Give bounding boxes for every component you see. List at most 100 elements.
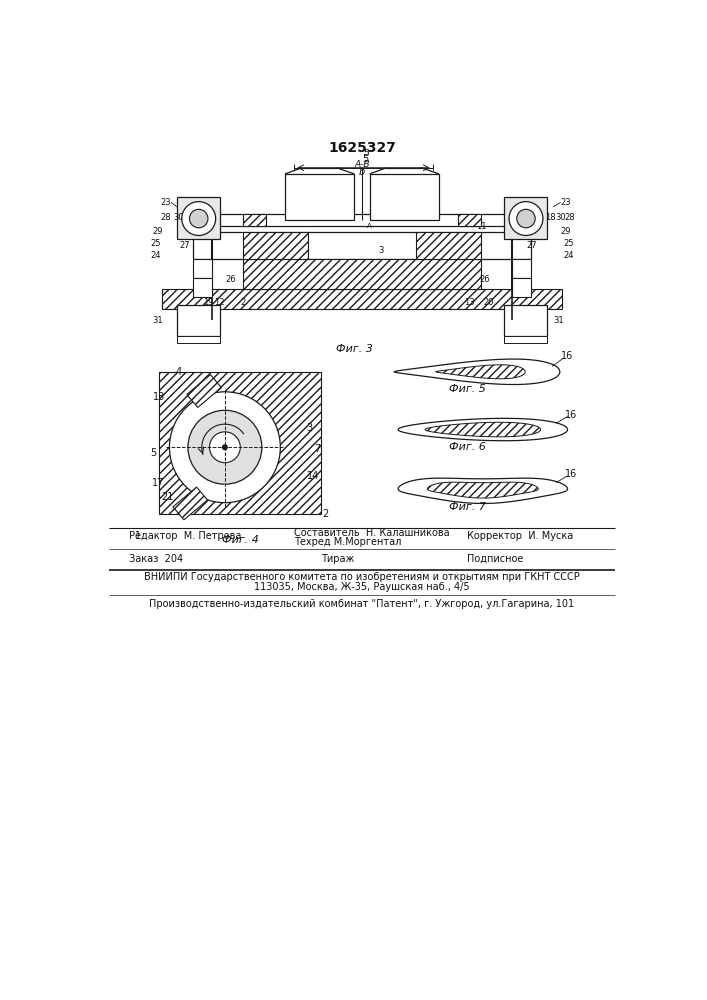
Text: 2: 2 — [322, 509, 328, 519]
Text: 28: 28 — [565, 213, 575, 222]
Bar — [185, 214, 539, 226]
Text: A: A — [367, 223, 372, 229]
Circle shape — [509, 202, 543, 235]
Text: 31: 31 — [553, 316, 563, 325]
Text: 6: 6 — [428, 246, 434, 255]
Bar — [192, 259, 212, 278]
Text: 29: 29 — [153, 227, 163, 236]
Circle shape — [517, 209, 535, 228]
Polygon shape — [173, 487, 207, 520]
Bar — [192, 232, 532, 259]
Text: 17: 17 — [152, 478, 164, 488]
Text: Тираж: Тираж — [321, 554, 354, 564]
Text: Фиг. 3: Фиг. 3 — [336, 344, 373, 354]
Bar — [243, 232, 308, 259]
Text: 21: 21 — [161, 492, 173, 502]
Text: 26: 26 — [480, 275, 491, 284]
Text: 4: 4 — [175, 367, 182, 377]
Bar — [512, 259, 532, 278]
Text: 20: 20 — [484, 298, 494, 307]
Polygon shape — [428, 482, 538, 498]
Text: 19: 19 — [203, 298, 214, 307]
Text: 16: 16 — [566, 469, 578, 479]
Circle shape — [170, 392, 281, 503]
Text: 3: 3 — [378, 246, 384, 255]
Text: ВНИИПИ Государственного комитета по изобретениям и открытиям при ГКНТ СССР: ВНИИПИ Государственного комитета по изоб… — [144, 572, 580, 582]
Text: 25: 25 — [151, 239, 161, 248]
Text: Подписное: Подписное — [467, 554, 524, 564]
Bar — [243, 214, 266, 226]
Polygon shape — [398, 418, 568, 441]
Text: 13: 13 — [464, 298, 475, 307]
Circle shape — [188, 410, 262, 484]
Text: Заказ  204: Заказ 204 — [129, 554, 183, 564]
Text: 16: 16 — [566, 410, 578, 420]
Text: 1: 1 — [135, 531, 141, 541]
Text: 12: 12 — [214, 298, 225, 307]
Bar — [162, 289, 562, 309]
Text: 16: 16 — [252, 246, 263, 255]
Text: 1625327: 1625327 — [328, 141, 396, 155]
Text: 23: 23 — [561, 198, 571, 207]
Text: 27: 27 — [180, 241, 190, 250]
Text: 7: 7 — [314, 444, 320, 454]
Text: 24: 24 — [563, 251, 573, 260]
Text: Фиг. 5: Фиг. 5 — [449, 384, 486, 394]
Text: Корректор  И. Муска: Корректор И. Муска — [467, 531, 573, 541]
Bar — [512, 278, 532, 297]
Bar — [504, 305, 547, 336]
Text: 5: 5 — [150, 448, 156, 458]
Text: Составитель  Н. Калашникова: Составитель Н. Калашникова — [294, 528, 450, 538]
Text: Фиг. 6: Фиг. 6 — [449, 442, 486, 452]
Text: 3: 3 — [307, 423, 312, 433]
Text: 28: 28 — [160, 213, 171, 222]
Bar — [177, 336, 219, 343]
Polygon shape — [398, 478, 568, 503]
Bar — [192, 278, 212, 297]
Bar — [504, 336, 547, 343]
Text: 10: 10 — [197, 213, 208, 222]
Text: 113035, Москва, Ж-35, Раушская наб., 4/5: 113035, Москва, Ж-35, Раушская наб., 4/5 — [254, 582, 469, 592]
Text: 29: 29 — [561, 227, 571, 236]
Text: 13: 13 — [153, 392, 165, 402]
Bar — [160, 372, 321, 514]
Text: Техред М.Моргентал: Техред М.Моргентал — [294, 537, 402, 547]
Text: 1: 1 — [286, 192, 292, 202]
Bar — [416, 232, 481, 259]
Text: 25: 25 — [563, 239, 573, 248]
Polygon shape — [425, 422, 541, 437]
Text: 24: 24 — [151, 251, 161, 260]
Text: 5: 5 — [363, 149, 368, 158]
Text: Фиг. 4: Фиг. 4 — [222, 535, 259, 545]
Bar — [243, 259, 481, 289]
Text: 17: 17 — [186, 213, 197, 222]
Text: 14: 14 — [308, 471, 320, 481]
Bar — [504, 197, 547, 239]
Circle shape — [223, 445, 227, 450]
Polygon shape — [395, 359, 560, 385]
Bar — [177, 305, 219, 336]
Text: 27: 27 — [526, 241, 537, 250]
Text: A-B: A-B — [354, 160, 370, 169]
Bar — [285, 174, 354, 220]
Text: 18: 18 — [545, 213, 556, 222]
Text: b: b — [359, 167, 365, 177]
Text: 14: 14 — [289, 183, 300, 192]
Bar — [458, 214, 481, 226]
Text: 11: 11 — [476, 222, 486, 231]
Polygon shape — [187, 375, 221, 407]
Text: 30: 30 — [173, 213, 184, 222]
Circle shape — [182, 202, 216, 235]
Text: 16: 16 — [561, 351, 573, 361]
Polygon shape — [436, 365, 525, 379]
Text: Редактор  М. Петрова: Редактор М. Петрова — [129, 531, 241, 541]
Text: 2: 2 — [240, 298, 245, 307]
Bar — [370, 174, 439, 220]
Text: 5: 5 — [363, 153, 369, 163]
Text: 30: 30 — [555, 213, 566, 222]
Circle shape — [209, 432, 240, 463]
Text: 23: 23 — [160, 198, 171, 207]
Text: Производственно-издательский комбинат "Патент", г. Ужгород, ул.Гагарина, 101: Производственно-издательский комбинат "П… — [149, 599, 575, 609]
Bar — [177, 197, 219, 239]
Text: 15: 15 — [414, 183, 425, 192]
